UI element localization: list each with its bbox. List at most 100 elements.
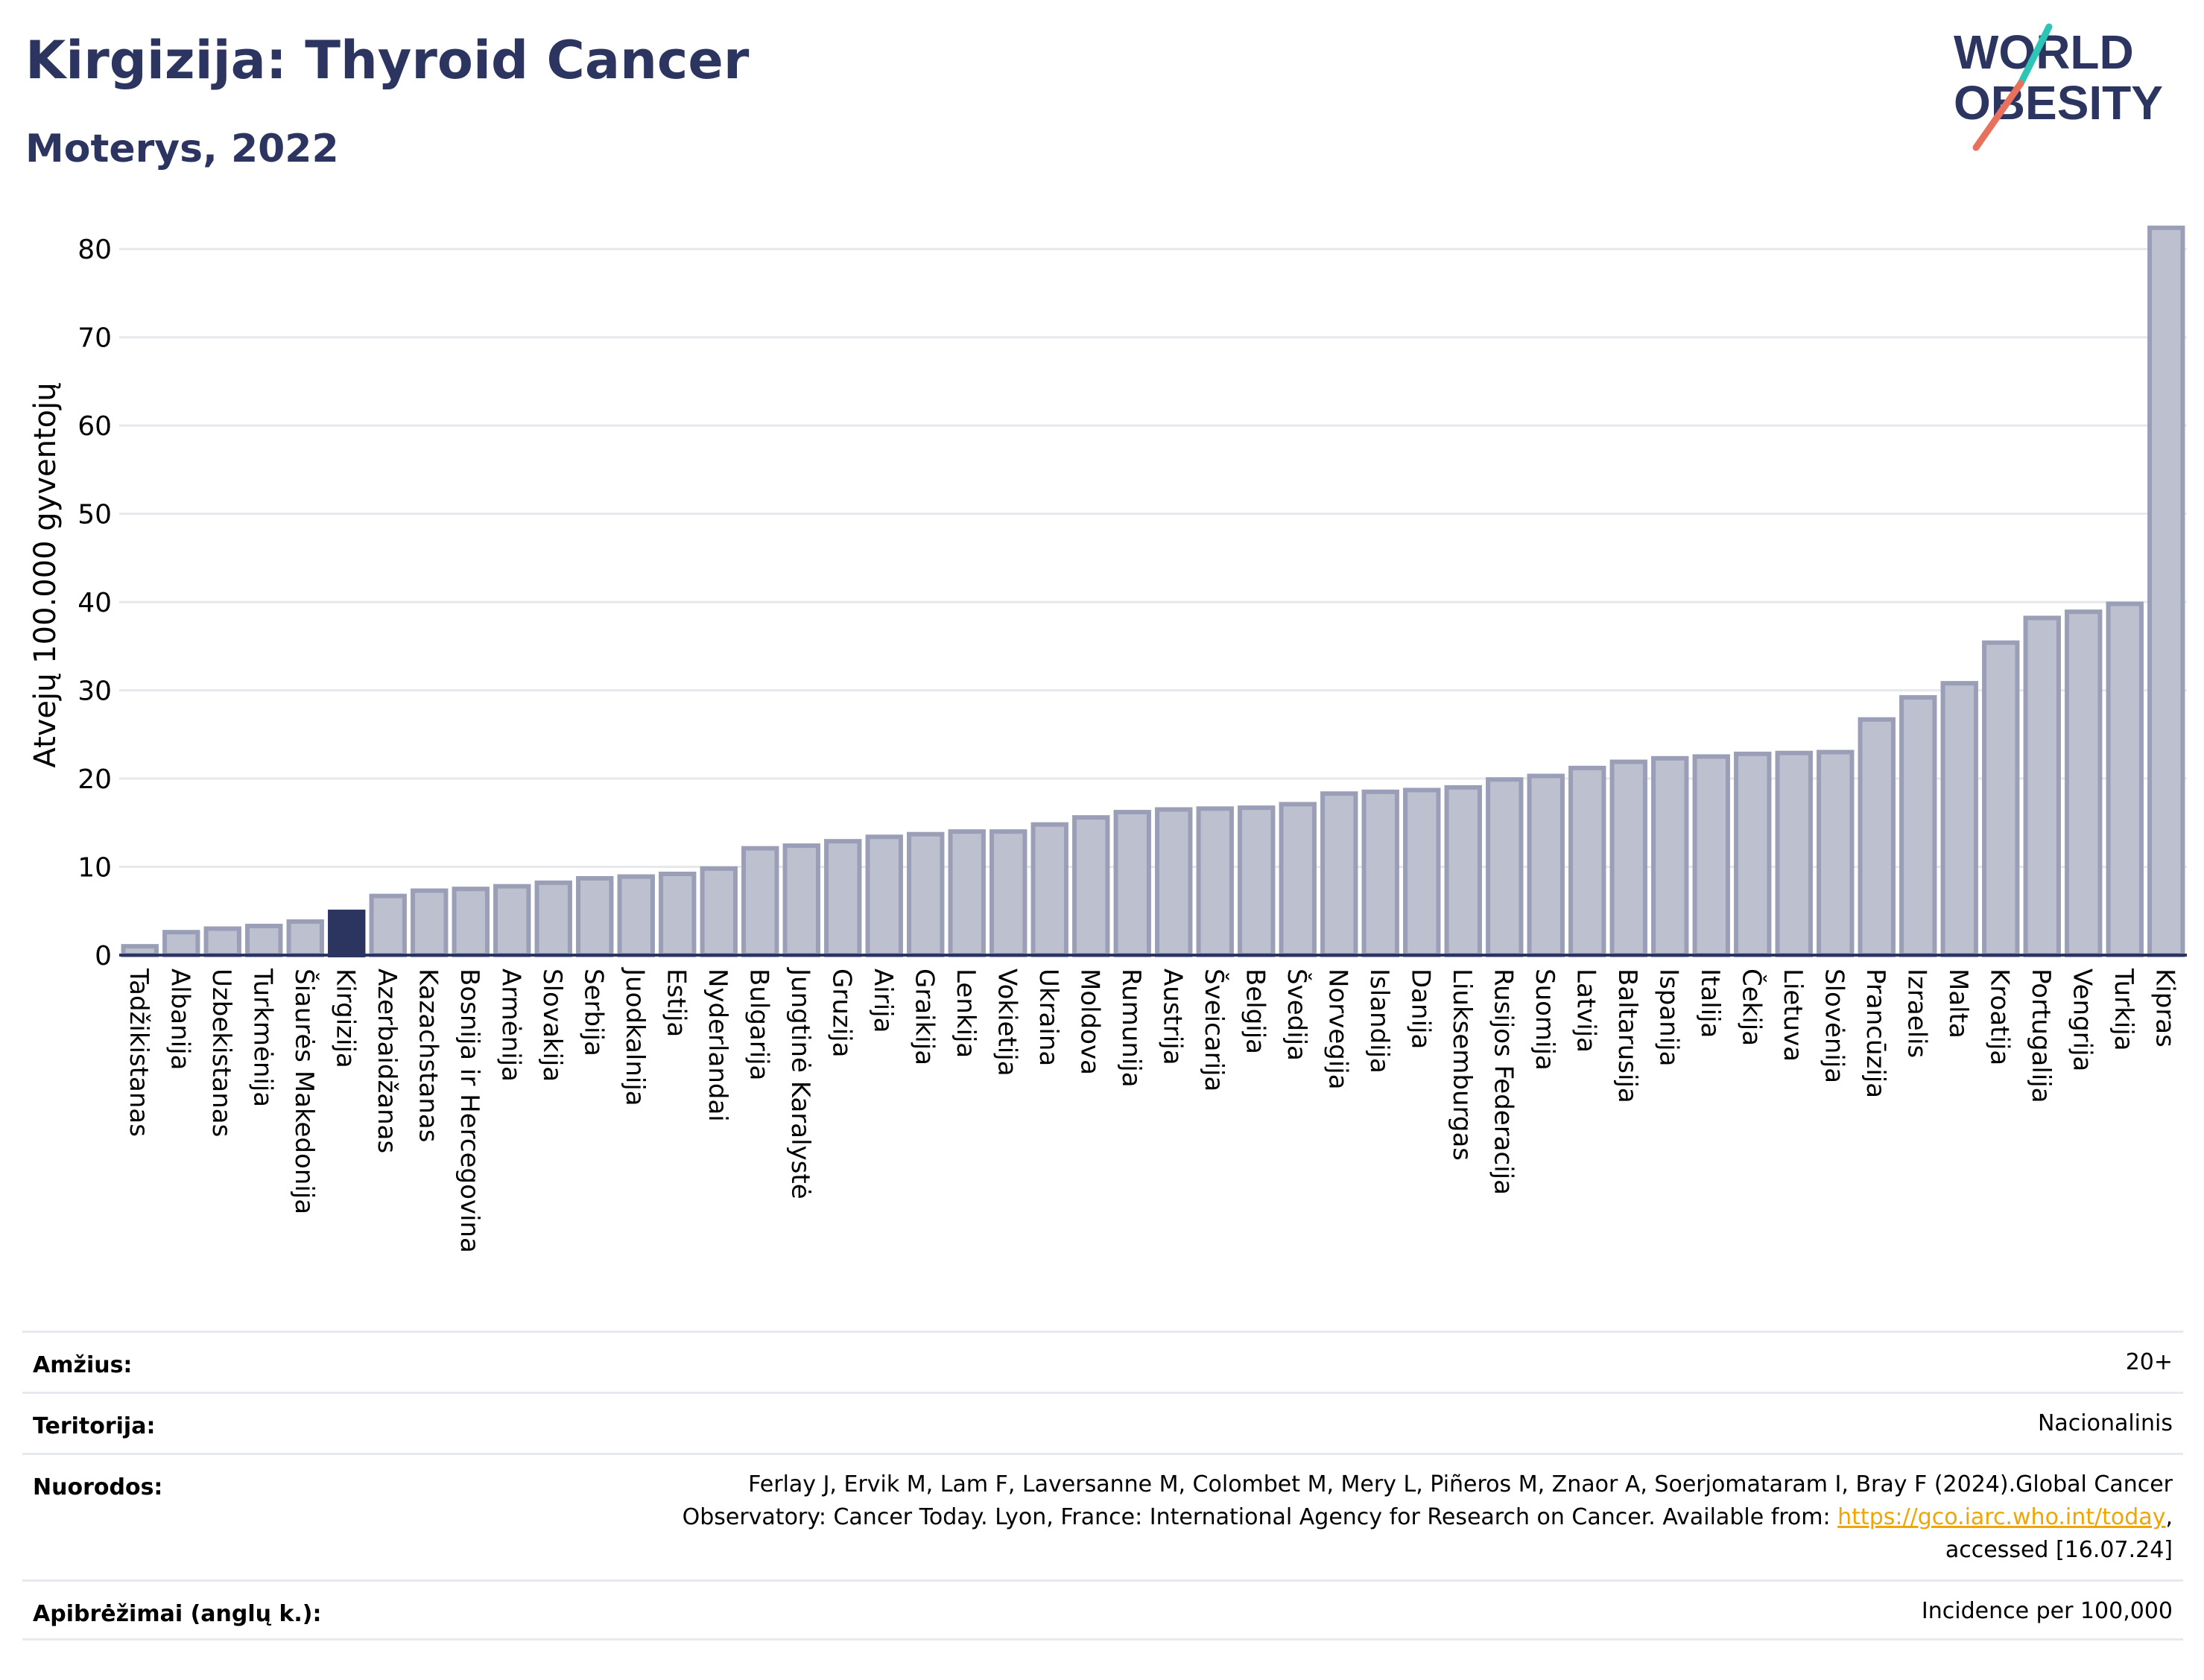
x-tick-label: Graikija [909,969,939,1065]
bar-chart: 0 10 20 30 40 50 60 70 80 Tadžikistanas Albanija U… [28,225,2187,1253]
bar-Izraelis [1899,695,1937,957]
bar-Šiaurės Makedonija [286,919,324,958]
x-tick-label: Slovėnija [1819,969,1849,1083]
reference-link[interactable]: https://gco.iarc.who.int/today [1837,1504,2166,1530]
x-tick-label: Bulgarija [744,969,773,1080]
meta-row-references: Nuorodos: Ferlay J, Ervik M, Lam F, Lave… [22,1453,2183,1579]
x-tick-label: Ispanija [1653,969,1683,1066]
world-obesity-logo: WORLD OBESITY [1954,23,2163,151]
chart-subtitle: Moterys, 2022 [25,127,339,171]
x-tick-label: Azerbaidžanas [372,969,402,1153]
x-tick-label: Gruzija [826,969,856,1057]
x-tick-label: Estija [661,969,691,1037]
x-tick-label: Turkmėnija [247,968,277,1107]
bar-Slovėnija [1817,749,1855,957]
bar-Ispanija [1651,755,1689,958]
reference-line-2-text: Observatory: Cancer Today. Lyon, France:… [682,1504,1838,1530]
x-tick-label: Prancūzija [1861,969,1890,1098]
bar-Rumunija [1113,810,1151,957]
y-axis-label: Atvejų 100.000 gyventojų [28,382,63,767]
x-tick-label: Slovakija [537,969,567,1082]
bar-Liuksemburgas [1444,784,1482,957]
y-tick-labels: 0 10 20 30 40 50 60 70 80 [77,235,112,971]
meta-value-definitions: Incidence per 100,000 [1921,1598,2173,1624]
bar-Švedija [1279,802,1317,957]
x-tick-label: Vengrija [2067,969,2097,1071]
x-tick-label: Austrija [1157,969,1187,1065]
bar-Latvija [1568,765,1606,958]
bar-Šveicarija [1196,806,1234,958]
bar-Kazachstanas [411,888,449,958]
bars [121,225,2185,958]
y-tick-label: 10 [77,853,112,884]
x-tick-label: Kipras [2150,969,2179,1047]
x-tick-label: Latvija [1571,969,1600,1053]
bar-Baltarusija [1609,759,1647,958]
bar-Armėnija [493,884,531,957]
logo-slash-coral [1972,80,2024,151]
x-tick-label: Uzbekistanas [206,969,236,1137]
bar-Airija [865,834,903,957]
bar-Prancūzija [1858,717,1896,957]
bar-Lietuva [1775,750,1813,957]
x-tick-label: Tadžikistanas [124,968,153,1137]
bar-Suomija [1527,773,1565,958]
meta-value-age: 20+ [2125,1349,2173,1375]
bar-Graikija [907,831,945,958]
reference-line-1: Ferlay J, Ervik M, Lam F, Laversanne M, … [748,1471,2173,1497]
x-tick-label: Čekija [1736,969,1767,1046]
meta-label-definitions: Apibrėžimai (anglų k.): [33,1601,322,1627]
x-tick-label: Baltarusija [1612,969,1642,1103]
bar-Estija [659,872,697,958]
bar-Kirgizija [328,909,366,958]
x-tick-label: Juodkalnija [620,967,650,1106]
metadata-table: Amžius: 20+ Teritorija: Nacionalinis Nuo… [22,1331,2183,1641]
x-tick-label: Serbija [578,969,608,1056]
reference-line-2: Observatory: Cancer Today. Lyon, France:… [683,1501,2173,1534]
bar-Norvegija [1320,791,1358,958]
x-tick-label: Italija [1695,969,1725,1038]
bar-Italija [1692,754,1730,957]
x-tick-label: Airija [868,969,898,1033]
meta-value-territory: Nacionalinis [2037,1410,2173,1436]
bar-Čekija [1734,751,1772,958]
bar-Bosnija ir Hercegovina [452,887,490,958]
bar-Serbija [576,875,614,957]
x-tick-label: Šiaurės Makedonija [289,969,320,1214]
bar-Turkija [2106,601,2144,957]
x-tick-label: Liuksemburgas [1447,969,1477,1161]
x-tick-label: Lenkija [951,969,981,1058]
meta-row-definitions: Apibrėžimai (anglų k.): Incidence per 10… [22,1579,2183,1641]
bar-Austrija [1155,807,1193,958]
x-tick-label: Ukraina [1033,969,1063,1066]
x-tick-label: Turkija [2109,968,2138,1051]
x-tick-label: Vokietija [992,969,1022,1077]
bar-Danija [1403,787,1441,957]
logo-text-obesity: OBESITY [1954,76,2163,130]
x-tick-label: Šveicarija [1199,969,1229,1091]
meta-label-territory: Teritorija: [33,1413,156,1439]
x-tick-label: Kazachstanas [413,969,443,1142]
bar-Slovakija [534,880,572,958]
x-tick-label: Albanija [165,969,194,1070]
x-tick-label: Kirgizija [330,969,360,1068]
meta-row-age: Amžius: 20+ [22,1331,2183,1392]
bar-Gruzija [824,839,862,958]
bar-Albanija [162,930,200,957]
x-tick-label: Islandija [1364,969,1394,1074]
x-tick-label: Portugalija [2026,969,2056,1103]
bar-Turkmėnija [245,923,283,957]
meta-value-references: Ferlay J, Ervik M, Lam F, Laversanne M, … [683,1455,2173,1579]
bar-Kipras [2147,225,2185,957]
bar-Vokietija [989,829,1027,958]
bar-Azerbaidžanas [369,893,407,958]
y-tick-label: 70 [77,323,112,354]
x-tick-label: Švedija [1282,969,1312,1061]
x-tick-label: Malta [1943,969,1973,1039]
reference-line-2-post: , [2165,1504,2173,1530]
x-tick-label: Rumunija [1116,969,1146,1088]
bar-Kroatija [1982,640,2020,958]
bar-Uzbekistanas [203,926,241,958]
x-tick-label: Bosnija ir Hercegovina [455,969,484,1253]
bar-Moldova [1072,815,1110,958]
